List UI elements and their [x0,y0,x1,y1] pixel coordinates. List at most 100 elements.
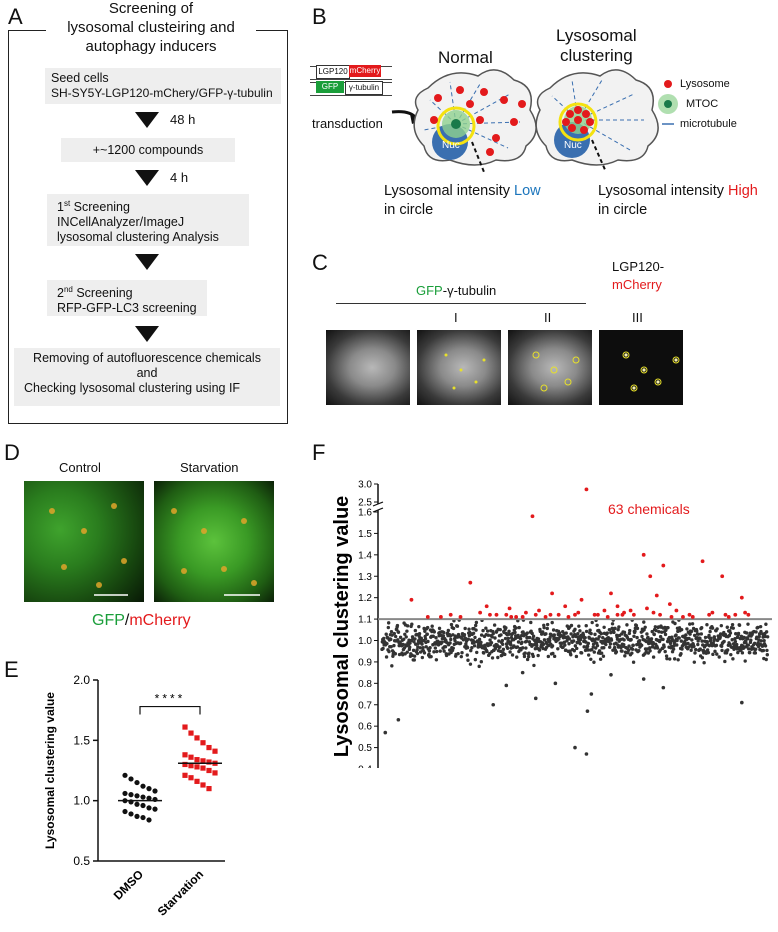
data-point [513,630,517,635]
data-point [526,654,531,659]
data-point [608,642,613,646]
hit-point [628,608,633,613]
data-point [625,623,629,627]
data-point [529,620,533,625]
data-point [464,642,468,646]
data-point [501,642,505,646]
data-point [679,627,684,632]
hit-point [707,612,712,617]
data-point [504,683,509,688]
data-point [410,622,414,626]
data-point [182,752,188,758]
flow-arrow [135,326,159,342]
mcherry-word: mCherry [612,277,662,292]
data-point [569,632,573,636]
data-point [182,724,188,730]
data-point [503,652,507,657]
data-point [404,635,408,639]
data-point [521,646,525,650]
data-point [679,639,684,643]
data-point [456,651,460,656]
significance-label: **** [155,692,186,706]
y-tick-label: 1.2 [358,593,372,604]
gfp-word: GFP [416,283,443,298]
micrograph-puncta [49,503,260,596]
data-point [523,651,527,655]
data-point [740,700,744,705]
data-point [200,758,206,764]
data-point [412,654,417,658]
data-point [419,636,424,640]
data-point [749,638,753,642]
data-point [765,653,769,657]
data-point [140,794,146,800]
data-point [510,653,515,657]
data-point [496,655,500,660]
data-point [763,644,768,648]
data-point [498,645,502,649]
gfp-tubulin-header: GFP-γ-tubulin [416,283,496,298]
data-point [470,646,474,650]
data-point [605,631,609,635]
data-point [128,792,134,798]
data-point [722,639,726,644]
construct-box-gfp: GFP [316,81,344,93]
data-point [713,649,717,654]
data-point [684,633,688,637]
data-point [594,646,598,650]
data-point [609,672,613,677]
nuc-label-clustered: Nuc [564,140,582,151]
data-point [424,645,428,649]
data-point [206,744,212,751]
data-point [614,650,619,654]
hit-point [524,610,528,615]
hit-point [468,580,473,585]
hit-point [514,615,519,619]
significance-bracket [139,705,201,715]
data-point [595,623,599,627]
data-point [507,629,511,634]
data-point [518,637,523,641]
data-point [520,670,525,675]
hit-point [592,612,597,617]
data-point [572,649,576,653]
data-point [548,635,552,640]
data-point [612,630,616,635]
y-tick-label: 1.5 [73,733,90,747]
data-point [542,625,546,630]
data-point [552,654,557,659]
data-point [628,628,632,633]
data-point [182,772,188,778]
data-point [736,631,741,636]
data-point [700,656,705,660]
data-point [384,632,388,636]
hit-point [674,608,679,613]
data-point [569,653,573,657]
data-point [542,638,547,642]
data-point [418,646,422,650]
data-point [473,657,478,662]
hit-point [530,514,535,519]
data-point [531,654,535,659]
data-point [438,649,442,653]
data-point [664,654,669,658]
data-point [188,754,194,760]
data-point [672,644,676,648]
tubulin-word: -γ-tubulin [442,283,497,298]
data-point [663,649,667,654]
y-tick-label: 1.6 [358,508,372,519]
data-point [759,639,764,643]
y-tick-label: 1.1 [358,615,372,626]
data-point [536,637,541,641]
data-point [420,642,424,646]
data-point [408,641,412,645]
data-point [744,640,748,645]
data-point [425,632,429,636]
data-point [421,645,425,650]
hit-point [641,552,646,557]
lysosome-icon [664,80,672,88]
data-point [563,643,567,647]
data-point [430,624,434,628]
data-point [715,627,719,631]
data-point [506,636,511,641]
